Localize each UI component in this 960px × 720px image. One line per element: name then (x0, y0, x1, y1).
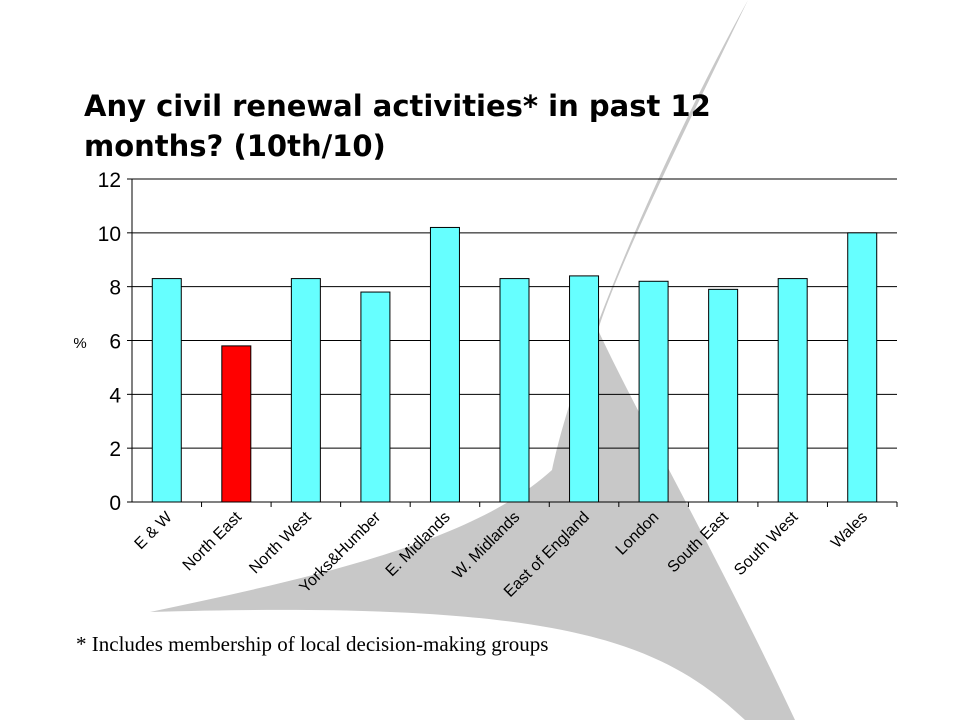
x-tick-label: E & W (132, 508, 177, 553)
x-tick-label: London (613, 509, 663, 559)
y-tick-label: 0 (109, 492, 121, 515)
x-tick-label: North West (246, 508, 315, 577)
bar-e-w (151, 278, 182, 503)
y-tick-label: 8 (109, 277, 121, 300)
bar-east-of-england (569, 275, 600, 503)
chart-title: Any civil renewal activities* in past 12… (84, 89, 711, 163)
x-tick-label: South East (665, 508, 733, 576)
bar-south-west (777, 278, 808, 503)
x-tick-label: South West (731, 508, 802, 579)
x-tick-label: E. Midlands (383, 509, 454, 580)
bar-london (638, 280, 669, 503)
bar-wales (847, 232, 878, 503)
y-axis-label: % (73, 335, 86, 352)
bar-w-midlands (499, 278, 530, 503)
x-tick-labels: E & W North East North WestYorks&HumberE. … (132, 502, 898, 601)
bar-south-east (708, 288, 739, 503)
y-tick-label: 2 (109, 438, 121, 461)
bar-north-west (290, 278, 321, 503)
x-tick-label: Wales (828, 509, 871, 552)
bars (151, 226, 878, 503)
y-tick-labels: 0 2 4 6 8 10 12 (98, 169, 132, 515)
y-tick-label: 10 (98, 223, 121, 246)
y-tick-label: 6 (109, 331, 121, 354)
footnote: * Includes membership of local decision-… (76, 632, 549, 656)
bar-e-midlands (429, 226, 460, 503)
bar-yorks-humber (360, 291, 391, 503)
bar-north-east (221, 345, 252, 503)
y-tick-label: 12 (98, 169, 121, 192)
y-tick-label: 4 (109, 384, 121, 407)
x-tick-label: W. Midlands (450, 509, 524, 583)
x-tick-label: North East (180, 508, 246, 574)
